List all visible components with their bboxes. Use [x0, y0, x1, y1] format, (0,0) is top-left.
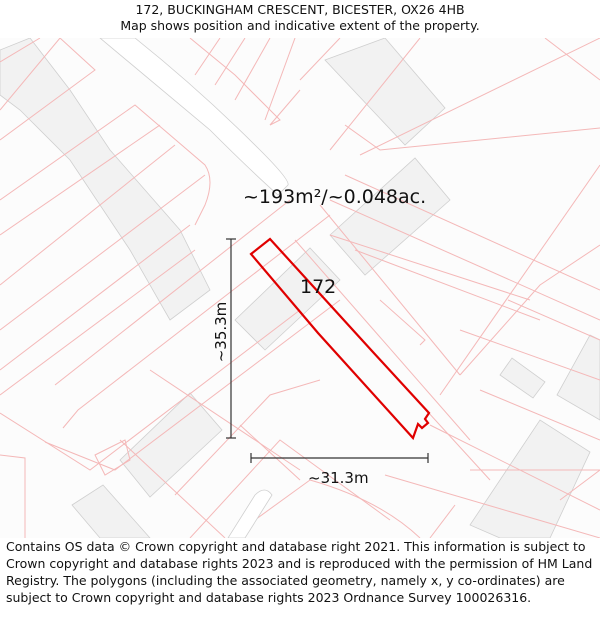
- map-canvas[interactable]: ~193m²/~0.048ac. 172 ~35.3m ~31.3m: [0, 38, 600, 538]
- property-address: 172, BUCKINGHAM CRESCENT, BICESTER, OX26…: [135, 2, 465, 17]
- dimension-lines: [226, 238, 429, 463]
- property-number-label: 172: [300, 276, 337, 298]
- copyright-footer: Contains OS data © Crown copyright and d…: [6, 539, 593, 605]
- area-label: ~193m²/~0.048ac.: [243, 186, 427, 208]
- parcel-lines: [0, 38, 600, 538]
- map-subtitle: Map shows position and indicative extent…: [120, 18, 480, 33]
- road: [99, 38, 289, 196]
- map-header: 172, BUCKINGHAM CRESCENT, BICESTER, OX26…: [0, 0, 600, 40]
- height-dimension-label: ~35.3m: [212, 301, 230, 363]
- driveway: [227, 489, 273, 538]
- width-dimension-label: ~31.3m: [308, 469, 369, 487]
- property-outline: [249, 237, 431, 441]
- map-drawing: [0, 38, 600, 538]
- buildings: [0, 38, 600, 538]
